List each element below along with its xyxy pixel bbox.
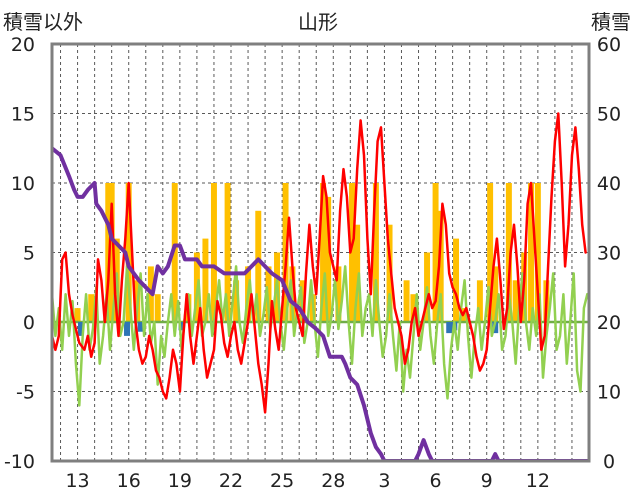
precipitation-bar bbox=[108, 183, 115, 322]
chart-title: 山形 bbox=[298, 10, 338, 34]
precipitation-bar bbox=[354, 224, 361, 322]
precipitation-bar bbox=[386, 224, 393, 322]
x-tick-label: 3 bbox=[378, 470, 390, 492]
precipitation-bar bbox=[372, 183, 379, 322]
precipitation-bar bbox=[171, 183, 178, 322]
precipitation-bar bbox=[325, 196, 332, 322]
precipitation-bar bbox=[403, 280, 410, 322]
precipitation-bar bbox=[320, 183, 327, 322]
precipitation-bar bbox=[528, 183, 535, 322]
x-tick-label: 9 bbox=[481, 470, 493, 492]
series-layer bbox=[52, 112, 589, 461]
right-tick-label: 10 bbox=[597, 382, 621, 404]
x-tick-label: 12 bbox=[526, 470, 550, 492]
precipitation-bar bbox=[88, 294, 95, 322]
precipitation-bar bbox=[534, 183, 541, 322]
precipitation-bar bbox=[154, 294, 161, 322]
precipitation-bar bbox=[432, 183, 439, 322]
snowfall-bar bbox=[77, 322, 84, 336]
left-tick-label: 10 bbox=[11, 173, 35, 195]
snowfall-bar bbox=[124, 322, 130, 336]
precipitation-bar bbox=[233, 280, 240, 322]
right-tick-label: 30 bbox=[597, 243, 621, 265]
x-axis-ticks: 13 16 19 22 25 28 3 6 9 12 bbox=[65, 470, 549, 492]
x-tick-label: 22 bbox=[219, 470, 243, 492]
left-tick-label: 15 bbox=[11, 104, 35, 126]
precipitation-bar bbox=[476, 280, 483, 322]
left-tick-label: 0 bbox=[23, 312, 35, 334]
snowfall-bar bbox=[178, 322, 185, 331]
precipitation-bar bbox=[210, 183, 217, 322]
x-tick-label: 6 bbox=[430, 470, 442, 492]
precipitation-bar bbox=[74, 308, 81, 322]
precipitation-bar bbox=[202, 238, 209, 322]
precipitation-bar bbox=[505, 183, 512, 322]
temperature-max-line bbox=[52, 112, 587, 414]
precipitation-bar bbox=[335, 266, 342, 322]
left-axis-ticks: 20 15 10 5 0 -5 -10 bbox=[4, 34, 35, 473]
right-axis-ticks: 60 50 40 30 20 10 0 bbox=[597, 34, 621, 473]
precipitation-bar bbox=[349, 183, 356, 322]
precipitation-bar bbox=[492, 266, 499, 322]
precipitation-bar bbox=[255, 210, 262, 322]
snow-depth-line bbox=[52, 146, 589, 461]
left-tick-label: -10 bbox=[4, 451, 35, 473]
x-tick-label: 25 bbox=[270, 470, 294, 492]
snowfall-bar bbox=[446, 322, 453, 334]
left-tick-label: 5 bbox=[23, 243, 35, 265]
right-tick-label: 40 bbox=[597, 173, 621, 195]
precipitation-bar bbox=[224, 183, 231, 322]
right-tick-label: 20 bbox=[597, 312, 621, 334]
snowfall-bar bbox=[492, 322, 499, 334]
x-tick-label: 28 bbox=[321, 470, 345, 492]
right-tick-label: 0 bbox=[603, 451, 615, 473]
precipitation-bar bbox=[453, 238, 460, 322]
snowfall-bar bbox=[137, 322, 144, 332]
plot-frame bbox=[50, 42, 591, 463]
precipitation-bar bbox=[105, 183, 112, 322]
x-tick-label: 16 bbox=[117, 470, 141, 492]
right-tick-label: 60 bbox=[597, 34, 621, 56]
precipitation-bar bbox=[410, 294, 417, 322]
x-tick-label: 19 bbox=[168, 470, 192, 492]
right-axis-label: 積雪 bbox=[591, 10, 631, 34]
precipitation-bar bbox=[512, 280, 519, 322]
left-axis-label: 積雪以外 bbox=[3, 10, 83, 34]
precipitation-bar bbox=[437, 210, 444, 322]
left-tick-label: 20 bbox=[11, 34, 35, 56]
left-tick-label: -5 bbox=[16, 382, 35, 404]
precipitation-bar bbox=[125, 183, 132, 322]
right-tick-label: 50 bbox=[597, 104, 621, 126]
precipitation-bar bbox=[487, 183, 494, 322]
x-tick-label: 13 bbox=[65, 470, 89, 492]
